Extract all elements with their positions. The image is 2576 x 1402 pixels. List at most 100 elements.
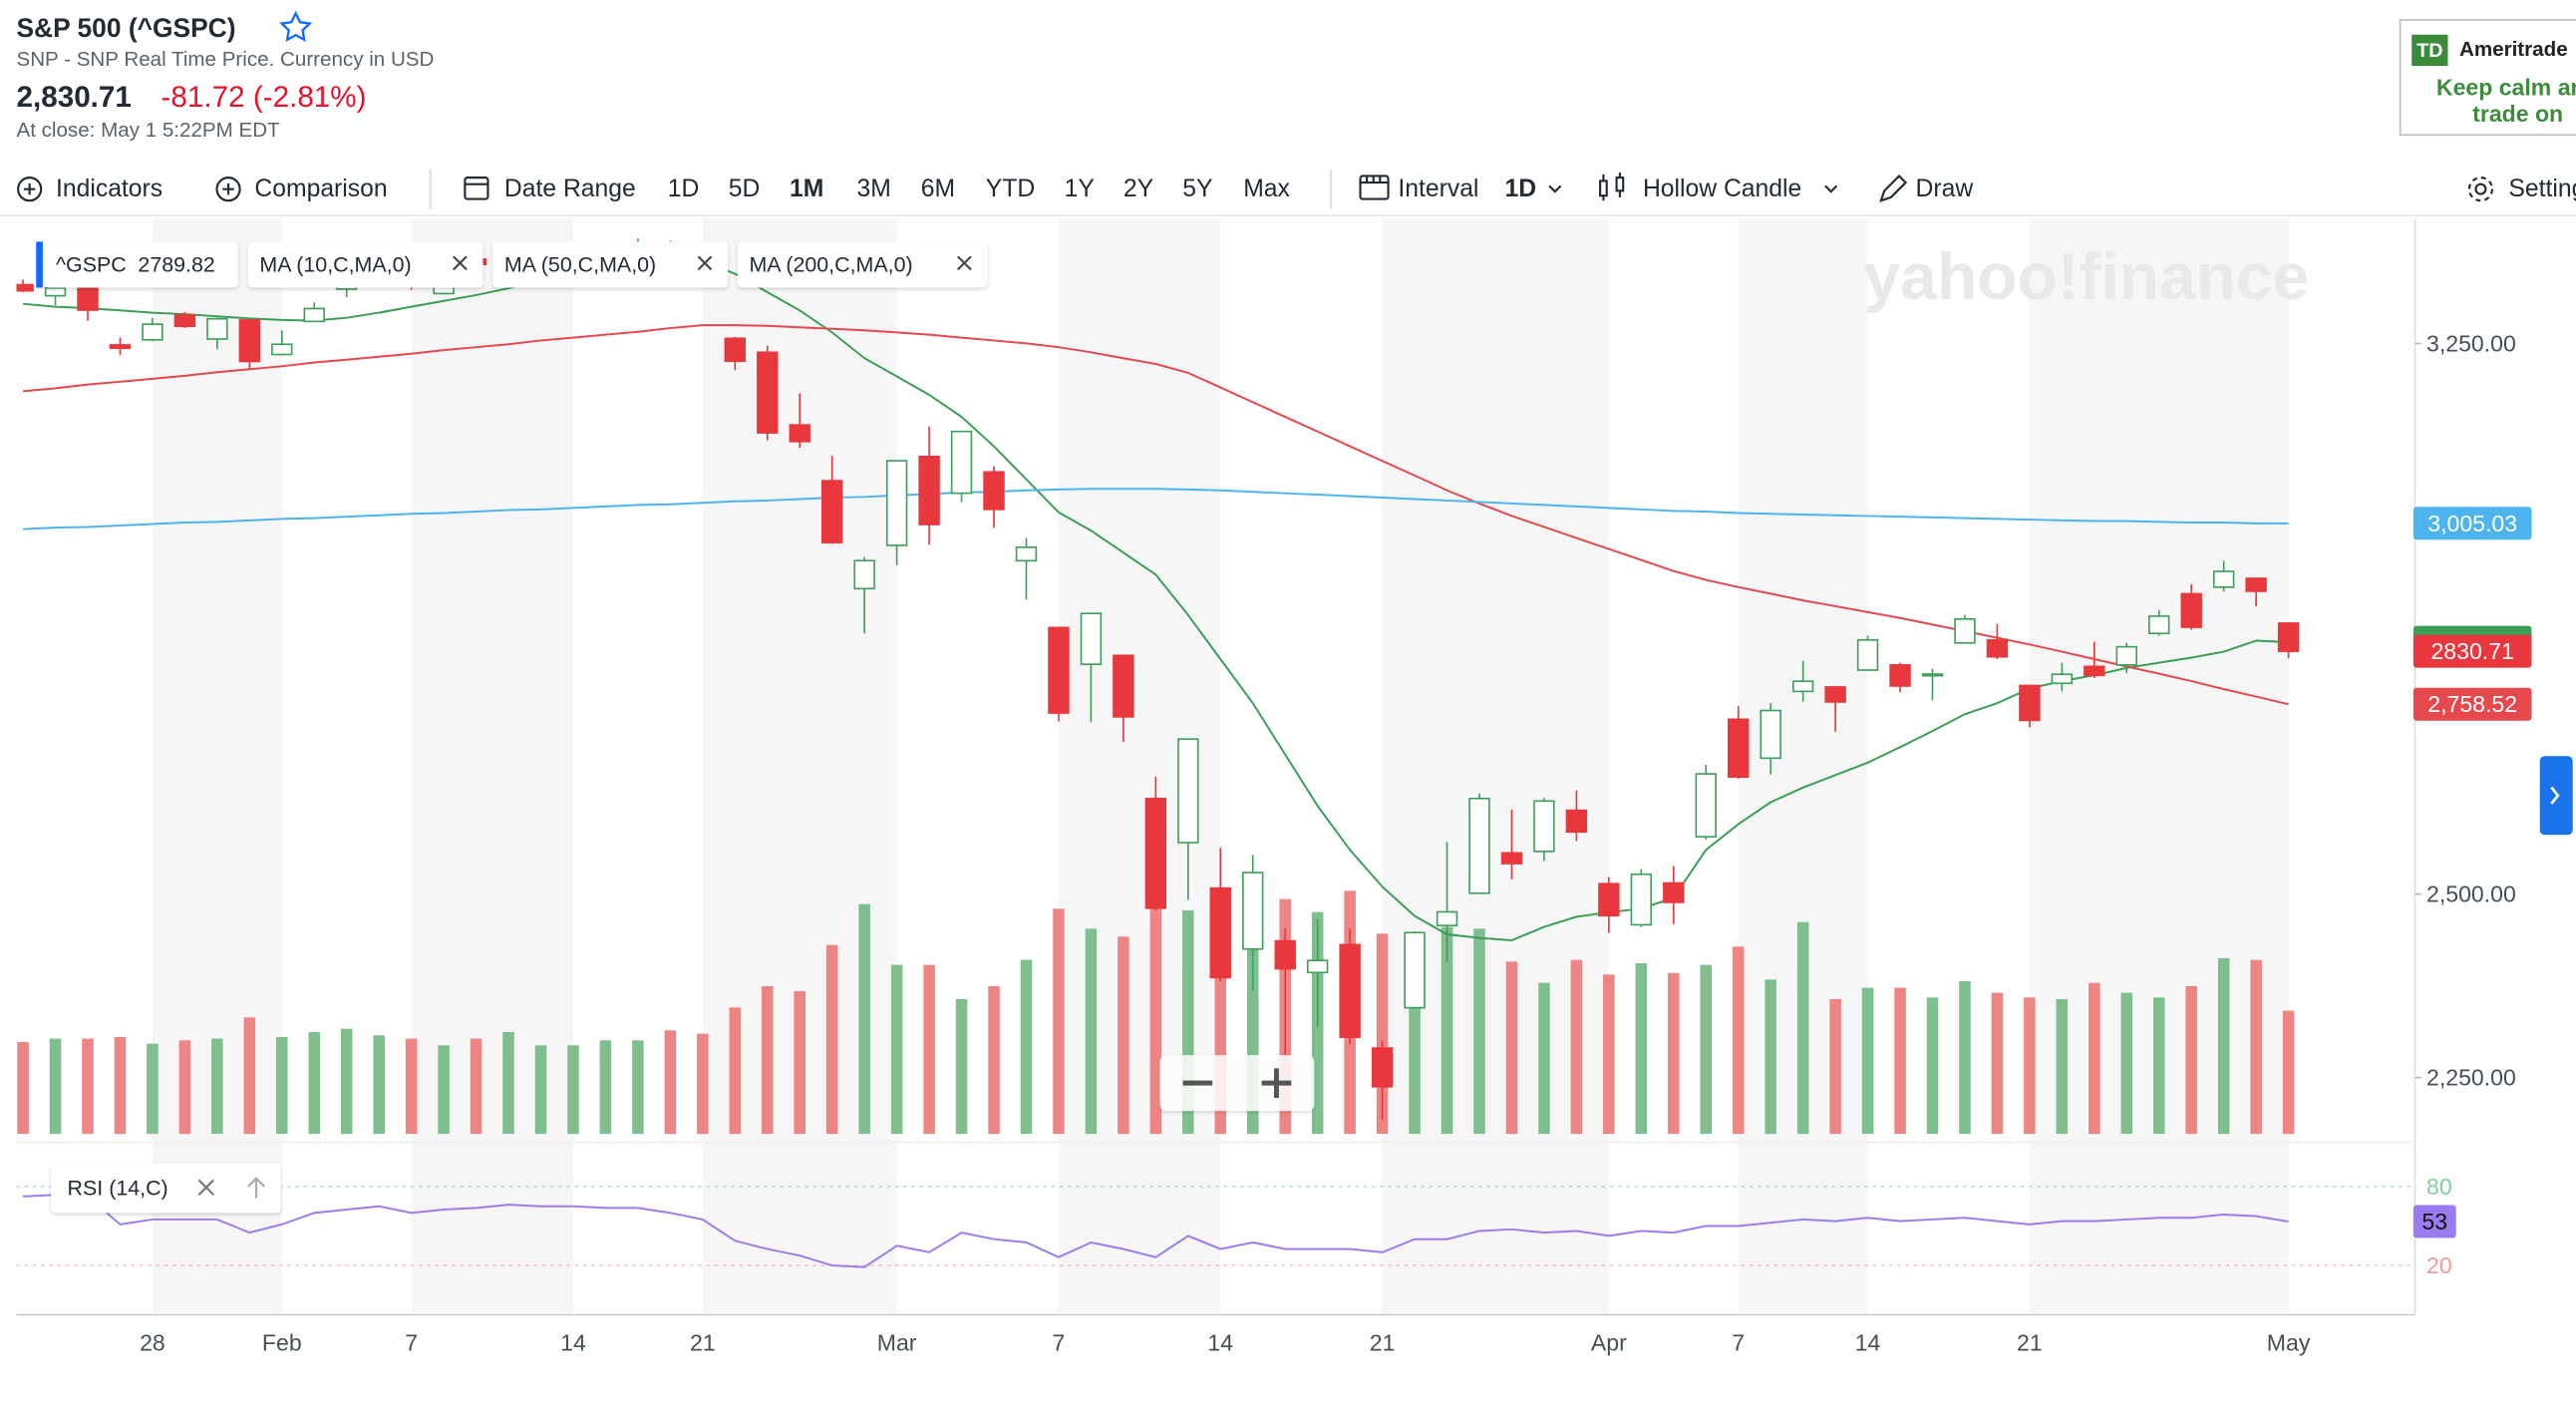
legend: ^GSPC 2789.82 MA (10,C,MA,0) MA (50,C,MA… — [36, 241, 988, 1214]
moving-average-line — [22, 259, 2289, 941]
rsi-tick-label: 20 — [2426, 1252, 2452, 1278]
volume-bar — [243, 1017, 256, 1135]
candle-body — [1048, 626, 1070, 714]
volume-bar — [761, 985, 774, 1135]
candle-body — [1533, 800, 1555, 853]
candle-body — [1177, 738, 1199, 844]
y-tick-label: 3,250.00 — [2426, 330, 2516, 356]
volume-bar — [2120, 992, 2133, 1135]
range-button[interactable]: 6M — [921, 175, 955, 202]
range-button[interactable]: 1Y — [1065, 175, 1095, 202]
candle-body — [724, 337, 747, 363]
volume-bar — [1246, 919, 1259, 1135]
remove-icon[interactable] — [697, 255, 713, 271]
legend-chip[interactable] — [44, 241, 238, 288]
candle-body — [1791, 680, 1814, 693]
icon-candle — [1599, 179, 1608, 197]
candle-body — [2148, 615, 2170, 635]
volume-bar — [955, 998, 968, 1135]
ad-banner[interactable]: TD Ameritrade Keep calm and trade on — [2399, 19, 2576, 137]
volume-bar — [1959, 980, 1971, 1135]
volume-bar — [923, 964, 935, 1135]
volume-bar — [1053, 908, 1065, 1135]
candle-body — [1404, 931, 1426, 1009]
candle-body — [271, 343, 293, 356]
volume-bar — [2217, 957, 2230, 1135]
volume-bar — [1894, 987, 1906, 1135]
indicators-button[interactable]: Indicators — [56, 175, 162, 202]
candle-body — [1727, 718, 1750, 779]
volume-bar — [567, 1045, 579, 1135]
icon-pencil — [1879, 174, 1908, 202]
toolbar — [17, 169, 2494, 209]
candle-body — [1306, 959, 1329, 974]
moving-average-line — [23, 488, 2289, 530]
settings-button[interactable]: Settings — [2508, 175, 2576, 202]
legend-symbol: ^GSPC — [56, 252, 127, 276]
chart-style-button[interactable]: Hollow Candle — [1643, 175, 1801, 202]
axes: 28 Feb 7 14 21 Mar 7 14 21 Apr 7 14 21 May 2,250.00 2,5… — [16, 218, 2516, 1356]
volume-bar — [470, 1038, 483, 1135]
week-band — [1738, 218, 1868, 1315]
candle-body — [1954, 617, 1976, 644]
candle-body — [1015, 545, 1038, 562]
candle-body — [2084, 665, 2105, 677]
rsi-plot — [16, 1186, 2415, 1268]
y-tick-label: 2,500.00 — [2426, 881, 2516, 907]
candle-body — [1598, 882, 1620, 917]
candle-body — [44, 287, 67, 297]
candle-body — [142, 323, 163, 341]
remove-icon[interactable] — [453, 255, 468, 271]
candle-body — [206, 317, 228, 340]
zoom-controls — [1159, 1055, 1315, 1112]
watermark: yahoo!finance — [1864, 239, 2310, 313]
zoom-in[interactable] — [1261, 1068, 1292, 1098]
chevron-icon — [2550, 786, 2560, 805]
week-band — [152, 218, 282, 1315]
rsi-legend-entry: RSI (14,C) — [68, 1177, 168, 1201]
candle-body — [1500, 852, 1523, 865]
range-button-active[interactable]: 1M — [790, 175, 823, 202]
range-button[interactable]: Max — [1243, 175, 1290, 202]
volume-bar — [988, 985, 1000, 1135]
volume-bar — [2089, 982, 2100, 1135]
volume-bar — [534, 1045, 547, 1135]
volume-bar — [1829, 998, 1841, 1135]
legend-chip[interactable] — [737, 241, 988, 288]
remove-icon[interactable] — [197, 1179, 214, 1196]
comparison-button[interactable]: Comparison — [254, 175, 387, 202]
candle-body — [109, 344, 132, 349]
legend-entry: MA (10,C,MA,0) — [259, 252, 411, 276]
rsi-tick-label: 80 — [2426, 1174, 2452, 1200]
legend-chip[interactable] — [492, 241, 729, 288]
candle-body — [1695, 773, 1717, 838]
range-button[interactable]: YTD — [986, 175, 1035, 202]
week-bands — [152, 218, 2289, 1315]
range-button[interactable]: 5Y — [1182, 175, 1212, 202]
interval-value[interactable]: 1D — [1505, 175, 1537, 202]
candle-body — [983, 471, 1005, 511]
draw-button[interactable]: Draw — [1916, 175, 1974, 202]
date-range-button[interactable]: Date Range — [504, 175, 636, 202]
range-button[interactable]: 3M — [857, 175, 891, 202]
x-tick-label: May — [2267, 1330, 2311, 1356]
interval-label[interactable]: Interval — [1398, 175, 1478, 202]
legend-chip[interactable] — [247, 241, 483, 288]
legend-chip[interactable] — [51, 1163, 281, 1214]
move-up-icon[interactable] — [247, 1177, 266, 1199]
legend-marker — [36, 241, 43, 288]
icon-caret — [1548, 184, 1562, 193]
x-tick-label: 28 — [140, 1330, 165, 1356]
range-button[interactable]: 2Y — [1124, 175, 1153, 202]
candle-body — [918, 455, 940, 526]
rsi-badge — [2413, 1205, 2456, 1238]
watchlist-star[interactable] — [279, 10, 313, 43]
x-tick-label: 14 — [1855, 1330, 1881, 1356]
range-button[interactable]: 5D — [729, 175, 761, 202]
remove-icon[interactable] — [957, 255, 972, 271]
range-button[interactable]: 1D — [668, 175, 700, 202]
x-tick-label: 21 — [690, 1330, 716, 1356]
volume-bar — [1182, 910, 1194, 1135]
candle-body — [853, 559, 875, 590]
